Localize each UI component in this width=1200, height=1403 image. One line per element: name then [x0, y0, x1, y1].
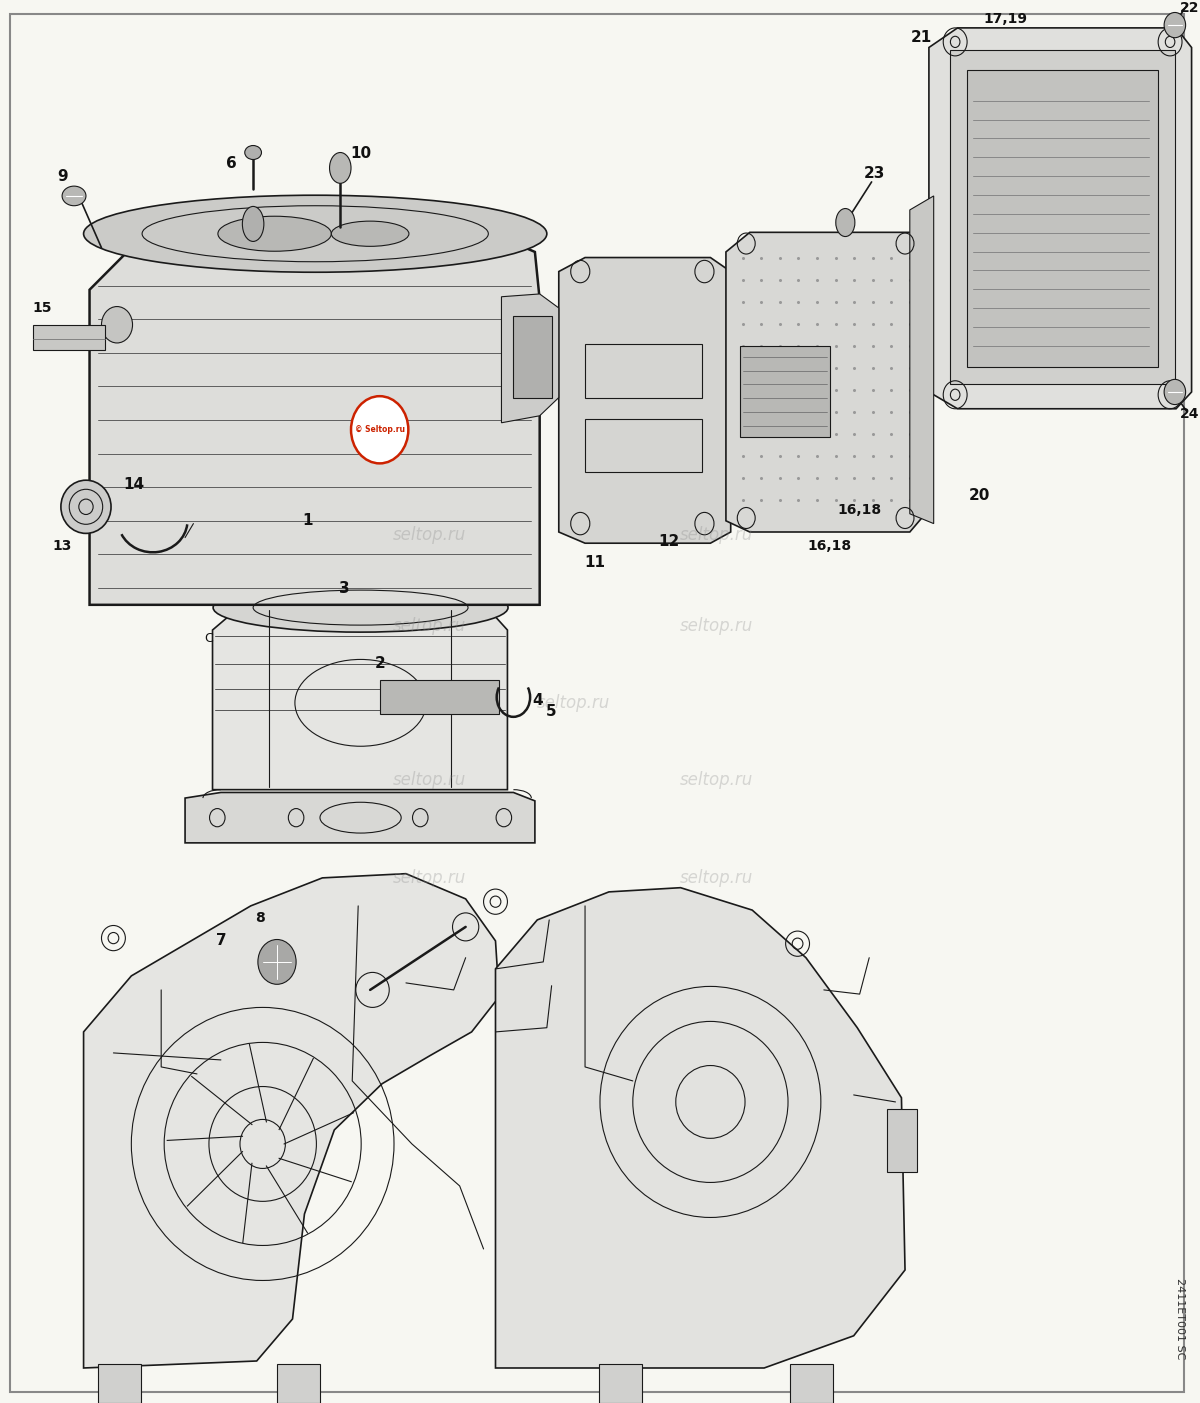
Bar	[950, 51, 1175, 383]
Text: 10: 10	[350, 146, 371, 161]
Text: seltop.ru: seltop.ru	[394, 617, 467, 634]
Polygon shape	[559, 258, 731, 543]
Text: 2411ET001 SC: 2411ET001 SC	[1175, 1278, 1184, 1360]
Ellipse shape	[1164, 13, 1186, 38]
Polygon shape	[791, 1364, 833, 1403]
Text: seltop.ru: seltop.ru	[679, 868, 754, 887]
Polygon shape	[185, 793, 535, 843]
Text: 17,19: 17,19	[983, 13, 1027, 27]
Text: 16,18: 16,18	[808, 539, 852, 553]
Polygon shape	[910, 196, 934, 523]
Polygon shape	[212, 607, 508, 790]
Text: 14: 14	[124, 477, 144, 492]
Bar	[586, 418, 702, 471]
Text: seltop.ru: seltop.ru	[536, 694, 610, 711]
Text: seltop.ru: seltop.ru	[394, 526, 467, 544]
Ellipse shape	[61, 480, 112, 533]
Text: 16,18: 16,18	[838, 502, 882, 516]
Polygon shape	[34, 324, 106, 349]
Ellipse shape	[1164, 379, 1186, 404]
Ellipse shape	[835, 209, 854, 237]
Text: seltop.ru: seltop.ru	[679, 617, 754, 634]
Text: 3: 3	[338, 581, 349, 595]
Text: © Seltop.ru: © Seltop.ru	[355, 425, 404, 435]
Polygon shape	[98, 1364, 140, 1403]
Text: 7: 7	[216, 933, 226, 948]
Text: 6: 6	[227, 156, 238, 171]
Text: seltop.ru: seltop.ru	[394, 770, 467, 788]
Bar	[740, 345, 830, 436]
Text: 22: 22	[1180, 1, 1199, 15]
Ellipse shape	[102, 306, 132, 342]
Circle shape	[352, 396, 408, 463]
Ellipse shape	[84, 195, 547, 272]
Text: 8: 8	[256, 912, 265, 926]
Ellipse shape	[331, 222, 409, 247]
Bar	[967, 70, 1158, 366]
Text: 11: 11	[584, 556, 605, 570]
Text: 21: 21	[911, 31, 932, 45]
Polygon shape	[929, 28, 1192, 408]
Ellipse shape	[330, 153, 352, 184]
Text: 12: 12	[658, 535, 679, 550]
Polygon shape	[379, 680, 499, 714]
Polygon shape	[726, 233, 929, 532]
Text: 5: 5	[546, 704, 557, 718]
Text: 23: 23	[863, 166, 884, 181]
Ellipse shape	[258, 940, 296, 985]
Ellipse shape	[245, 146, 262, 160]
Text: 2: 2	[374, 657, 385, 671]
Polygon shape	[84, 874, 499, 1368]
Text: seltop.ru: seltop.ru	[394, 868, 467, 887]
Text: 20: 20	[968, 488, 990, 504]
Text: 4: 4	[532, 693, 542, 707]
Ellipse shape	[62, 187, 86, 206]
Text: 24: 24	[1180, 407, 1199, 421]
Ellipse shape	[218, 216, 331, 251]
Bar	[586, 344, 702, 397]
Polygon shape	[277, 1364, 320, 1403]
Ellipse shape	[214, 584, 508, 633]
Polygon shape	[599, 1364, 642, 1403]
Text: C: C	[204, 631, 214, 645]
Polygon shape	[496, 888, 905, 1368]
Text: 9: 9	[56, 168, 67, 184]
Text: 13: 13	[53, 539, 72, 553]
Bar	[887, 1108, 917, 1172]
Polygon shape	[90, 230, 540, 605]
Ellipse shape	[242, 206, 264, 241]
Polygon shape	[502, 295, 559, 422]
Text: 15: 15	[32, 302, 52, 314]
Text: 1: 1	[302, 513, 313, 529]
Bar	[514, 316, 552, 397]
Text: seltop.ru: seltop.ru	[679, 526, 754, 544]
Text: seltop.ru: seltop.ru	[679, 770, 754, 788]
